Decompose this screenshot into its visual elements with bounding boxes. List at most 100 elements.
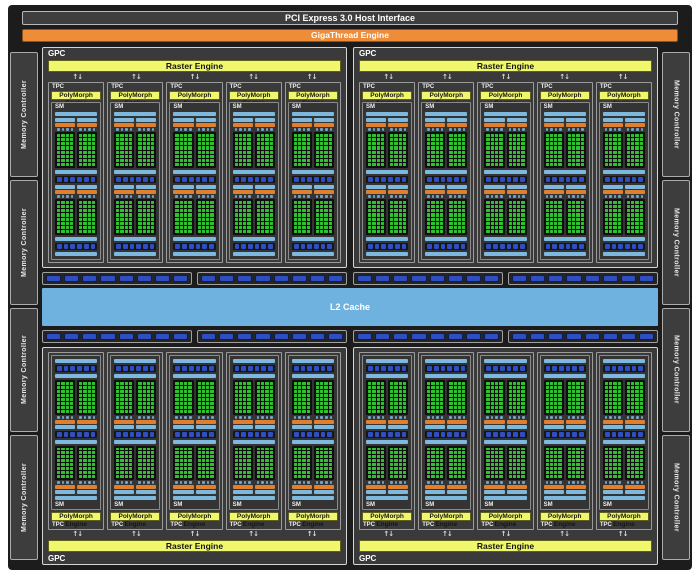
- core-cell: [138, 225, 142, 229]
- core-cell: [427, 225, 431, 229]
- core-cell: [613, 221, 617, 225]
- core-cell: [302, 385, 306, 389]
- segment: [184, 128, 187, 131]
- sm-blue-bar: [77, 490, 98, 494]
- core-cell: [517, 221, 521, 225]
- sm-subcolumn-header: [484, 118, 505, 131]
- sm-orange-bar: [291, 419, 312, 424]
- core-cell: [580, 382, 584, 385]
- core-cell: [238, 475, 243, 478]
- core-cell: [499, 205, 503, 209]
- sm-blue-bar: [173, 374, 216, 378]
- core-cell: [576, 213, 580, 217]
- core-cell: [61, 213, 65, 217]
- sm-subcolumn: [506, 445, 527, 494]
- blue-pill: [83, 244, 89, 249]
- core-cell: [146, 475, 151, 478]
- core-cell: [486, 209, 490, 213]
- blue-pill: [631, 366, 637, 371]
- blue-pill: [460, 366, 466, 371]
- core-cell: [61, 385, 65, 389]
- core-cell: [431, 154, 435, 158]
- core-cell: [256, 405, 260, 409]
- blue-pill: [552, 244, 558, 249]
- core-cell: [124, 475, 129, 478]
- sm-segmented-bar: [255, 415, 275, 419]
- core-cell: [324, 142, 328, 146]
- core-cell: [151, 217, 155, 221]
- blue-pill: [618, 177, 623, 182]
- sm-subcolumn: [195, 445, 216, 494]
- core-cell: [179, 471, 183, 475]
- crossbar-pill: [100, 333, 116, 340]
- core-cell: [129, 401, 133, 405]
- core-cell: [580, 229, 584, 233]
- core-cell: [372, 382, 376, 385]
- core-cell: [380, 475, 385, 478]
- core-cell: [83, 389, 87, 393]
- sm-segmented-bar: [388, 195, 408, 198]
- core-cell: [61, 158, 65, 162]
- sm-subcolumn-header: [232, 118, 253, 131]
- segment: [125, 128, 128, 131]
- core-cell: [402, 389, 407, 393]
- core-cell: [380, 463, 385, 467]
- blue-pill: [519, 366, 525, 371]
- core-cell: [549, 382, 554, 385]
- core-cell: [508, 382, 512, 385]
- sm-orange-bar: [232, 485, 253, 489]
- core-cell: [206, 467, 210, 471]
- sm-orange-bar: [313, 419, 335, 424]
- sm-blue-bar: [425, 237, 468, 241]
- core-cell: [613, 158, 617, 162]
- core-cell: [571, 389, 576, 393]
- core-cell: [494, 385, 499, 389]
- core-cell: [265, 162, 269, 166]
- core-cell: [494, 467, 499, 471]
- core-cell: [175, 158, 179, 162]
- sm-orange-bar: [602, 190, 623, 194]
- blue-pill: [313, 244, 319, 249]
- segment: [79, 128, 82, 131]
- core-cell: [328, 205, 333, 209]
- core-cell: [449, 455, 453, 459]
- sm-subcolumn: [173, 118, 194, 168]
- core-cell: [138, 389, 142, 393]
- core-cell: [576, 150, 580, 154]
- core-cell: [372, 154, 376, 158]
- core-cell: [256, 201, 260, 205]
- sm-segmented-bar: [233, 128, 253, 131]
- core-cell: [175, 409, 179, 413]
- core-cell: [65, 455, 69, 459]
- blue-pill: [394, 244, 400, 249]
- core-cell: [124, 134, 129, 138]
- core-cell: [372, 389, 376, 393]
- segment: [572, 195, 575, 198]
- sm-processing-block: [543, 380, 586, 429]
- blue-pill: [454, 244, 459, 249]
- crossbar-pill: [566, 275, 582, 282]
- sm-blue-bar: [543, 439, 586, 444]
- core-grid: [173, 132, 194, 168]
- core-cell: [265, 475, 269, 478]
- core-cell: [372, 146, 376, 150]
- blue-pill: [149, 177, 155, 182]
- segment: [381, 415, 385, 419]
- sm-pill-row: [173, 243, 216, 250]
- sm-pill-row: [114, 430, 157, 438]
- core-cell: [234, 162, 238, 166]
- core-cell: [238, 455, 243, 459]
- core-cell: [324, 150, 328, 154]
- core-cell: [604, 401, 609, 405]
- core-cell: [324, 382, 328, 385]
- blue-pill: [433, 244, 439, 249]
- core-cell: [256, 455, 260, 459]
- core-cell: [558, 455, 562, 459]
- core-cell: [580, 213, 584, 217]
- core-cell: [440, 459, 444, 463]
- core-cell: [376, 447, 380, 451]
- core-cell: [179, 389, 183, 393]
- core-cell: [69, 382, 74, 385]
- core-cell: [494, 142, 499, 146]
- segment: [256, 481, 260, 484]
